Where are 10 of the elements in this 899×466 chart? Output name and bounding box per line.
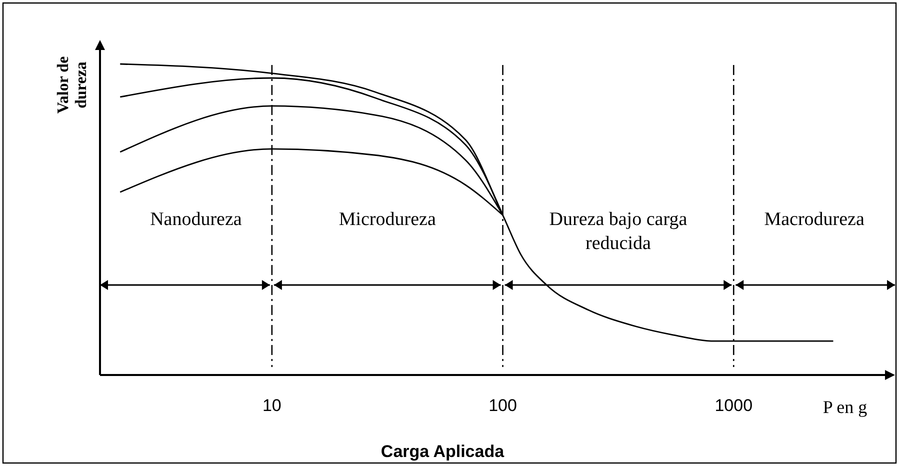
annotation: Dureza bajo carga reducida: [549, 209, 688, 254]
annotation: Nanodureza: [150, 209, 242, 230]
annotation: Microdureza: [338, 209, 436, 230]
x-tick-label: 10: [262, 396, 282, 415]
y-axis-title: Valor de dureza: [55, 56, 90, 114]
text: P en g: [822, 397, 868, 417]
annotation: Macrodureza: [764, 209, 865, 230]
x-tick-label: 100: [488, 396, 517, 415]
x-axis-title: Carga Aplicada: [380, 442, 505, 461]
x-tick-label: 1000: [714, 396, 753, 415]
